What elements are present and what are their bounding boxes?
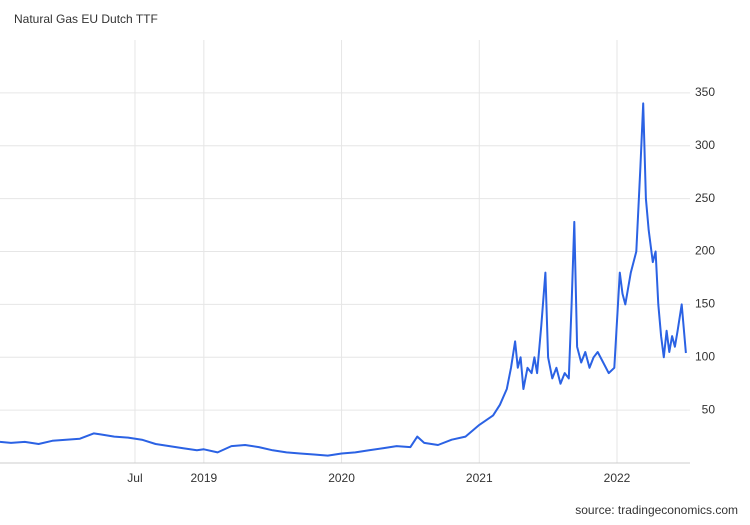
x-tick-label: Jul <box>127 471 142 485</box>
y-tick-label: 100 <box>695 349 715 363</box>
x-tick-label: 2022 <box>604 471 631 485</box>
y-tick-label: 350 <box>695 85 715 99</box>
x-tick-label: 2021 <box>466 471 493 485</box>
y-tick-label: 150 <box>695 297 715 311</box>
y-tick-label: 300 <box>695 138 715 152</box>
y-tick-label: 50 <box>702 402 716 416</box>
chart-title: Natural Gas EU Dutch TTF <box>14 12 158 26</box>
x-tick-label: 2019 <box>190 471 217 485</box>
price-line <box>0 102 687 457</box>
y-tick-label: 250 <box>695 191 715 205</box>
x-tick-label: 2020 <box>328 471 355 485</box>
source: source: tradingeconomics.com <box>575 503 738 517</box>
y-tick-label: 200 <box>695 244 715 258</box>
